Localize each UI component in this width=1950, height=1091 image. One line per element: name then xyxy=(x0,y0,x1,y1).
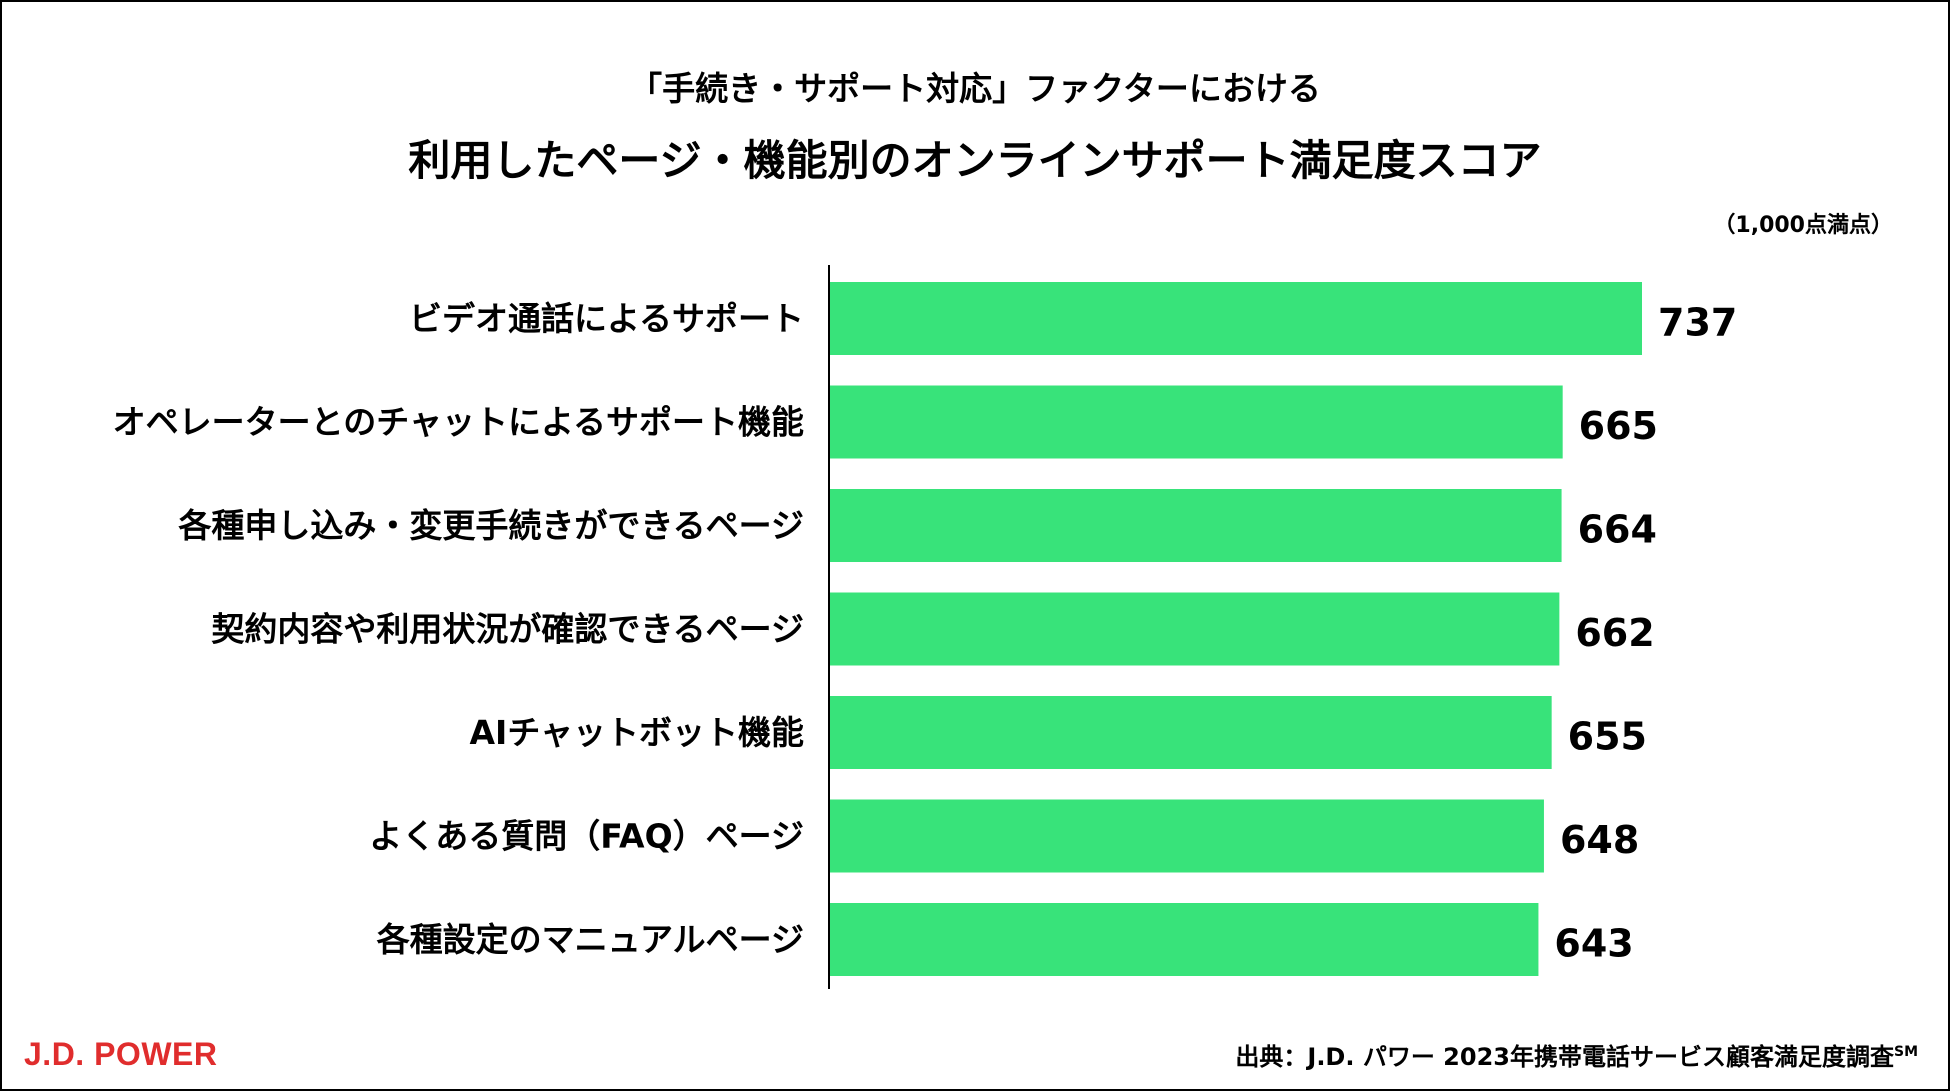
category-label: よくある質問（FAQ）ページ xyxy=(369,817,804,856)
category-label: 各種設定のマニュアルページ xyxy=(376,920,804,959)
jd-power-logo: J.D. POWER xyxy=(24,1036,218,1072)
source-mark: SM xyxy=(1893,1044,1918,1060)
value-label: 648 xyxy=(1560,818,1639,862)
category-label: ビデオ通話によるサポート xyxy=(409,299,804,338)
value-label: 664 xyxy=(1578,508,1657,552)
value-label: 737 xyxy=(1658,301,1737,345)
bar xyxy=(830,903,1539,976)
chart-title: 利用したページ・機能別のオンラインサポート満足度スコア xyxy=(408,136,1542,185)
bar xyxy=(830,799,1544,873)
bar xyxy=(830,489,1562,562)
source-text: 出典：J.D. パワー 2023年携帯電話サービス顧客満足度調査 xyxy=(1235,1043,1894,1071)
source-note: 出典：J.D. パワー 2023年携帯電話サービス顧客満足度調査SM xyxy=(1235,1037,1918,1072)
value-label: 662 xyxy=(1575,611,1654,655)
value-label: 665 xyxy=(1579,404,1658,448)
value-label: 655 xyxy=(1568,715,1647,759)
value-label: 643 xyxy=(1554,922,1633,966)
category-label: 各種申し込み・変更手続きができるページ xyxy=(177,506,804,545)
category-label: AIチャットボット機能 xyxy=(470,713,805,752)
bar xyxy=(830,282,1642,355)
chart-subtitle: 「手続き・サポート対応」ファクターにおける xyxy=(629,69,1321,108)
category-label: 契約内容や利用状況が確認できるページ xyxy=(211,610,804,649)
bar xyxy=(830,696,1552,769)
category-label: オペレーターとのチャットによるサポート機能 xyxy=(113,403,804,442)
bar xyxy=(830,385,1563,459)
bar xyxy=(830,592,1560,666)
unit-note: （1,000点満点） xyxy=(1713,213,1893,238)
